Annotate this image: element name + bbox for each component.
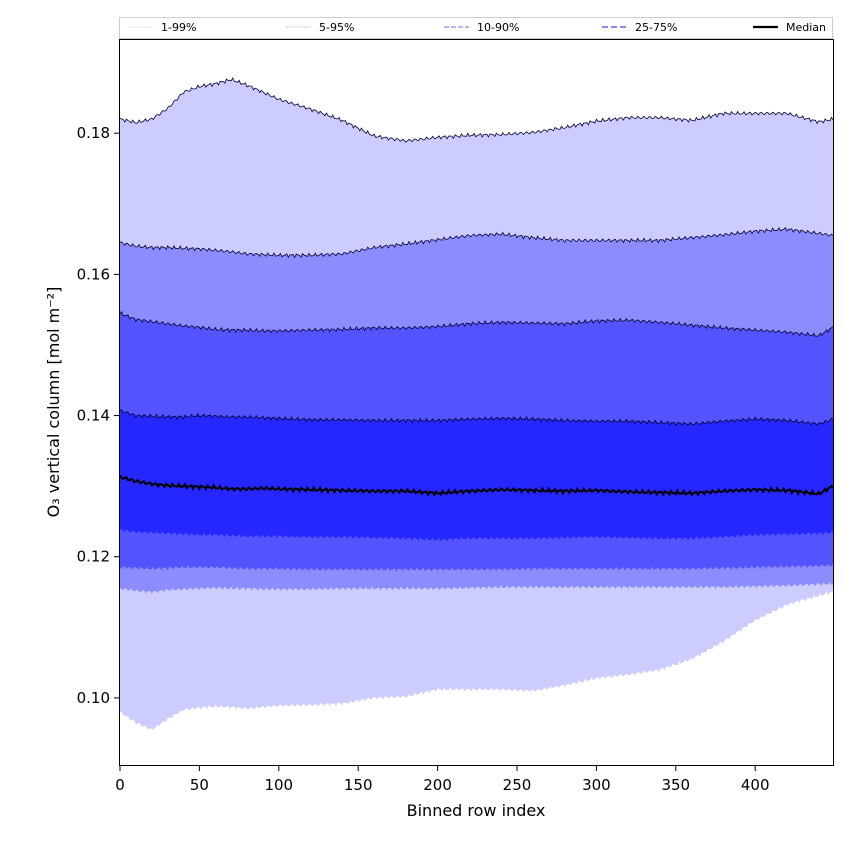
y-tick-label-0.10: 0.10: [77, 689, 110, 707]
legend-frame: [119, 17, 833, 39]
x-tick-label-350: 350: [661, 776, 690, 794]
band-edges: [119, 77, 834, 427]
median-line: [119, 474, 834, 498]
band-1-to-99-upper-edge: [119, 77, 834, 143]
percentile-bands: [120, 78, 833, 730]
legend-label-10-to-90: 10-90%: [477, 21, 519, 34]
y-tick-label-0.16: 0.16: [77, 265, 110, 283]
x-axis-label: Binned row index: [407, 801, 546, 820]
x-tick-label-200: 200: [423, 776, 452, 794]
x-tick-label-400: 400: [741, 776, 770, 794]
x-tick-label-100: 100: [264, 776, 293, 794]
y-tick-label-0.12: 0.12: [77, 548, 110, 566]
x-tick-label-50: 50: [190, 776, 209, 794]
median-layer: [119, 474, 834, 498]
x-axis-ticks: 0 50 100 150 200 250 300 350 400: [115, 765, 770, 794]
y-axis-label: O₃ vertical column [mol m⁻²]: [44, 287, 63, 518]
y-axis-ticks: 0.10 0.12 0.14 0.16 0.18: [77, 124, 120, 707]
x-tick-label-0: 0: [115, 776, 125, 794]
x-tick-label-250: 250: [503, 776, 532, 794]
band-25-to-75-upper-edge: [119, 409, 834, 427]
legend-label-median: Median: [786, 21, 826, 34]
band-10-to-90-upper-edge: [119, 310, 834, 337]
legend-label-5-to-95: 5-95%: [319, 21, 354, 34]
x-tick-label-150: 150: [344, 776, 373, 794]
y-tick-label-0.14: 0.14: [77, 407, 110, 425]
legend: 1-99% 5-95% 10-90% 25-75% Median: [119, 17, 833, 39]
band-5-to-95-upper-edge: [119, 226, 834, 259]
plot-frame: [119, 39, 834, 766]
band-25-to-75-area: [120, 409, 833, 542]
y-tick-label-0.18: 0.18: [77, 124, 110, 142]
x-tick-label-300: 300: [582, 776, 611, 794]
legend-label-25-to-75: 25-75%: [635, 21, 677, 34]
legend-label-1-to-99: 1-99%: [161, 21, 196, 34]
